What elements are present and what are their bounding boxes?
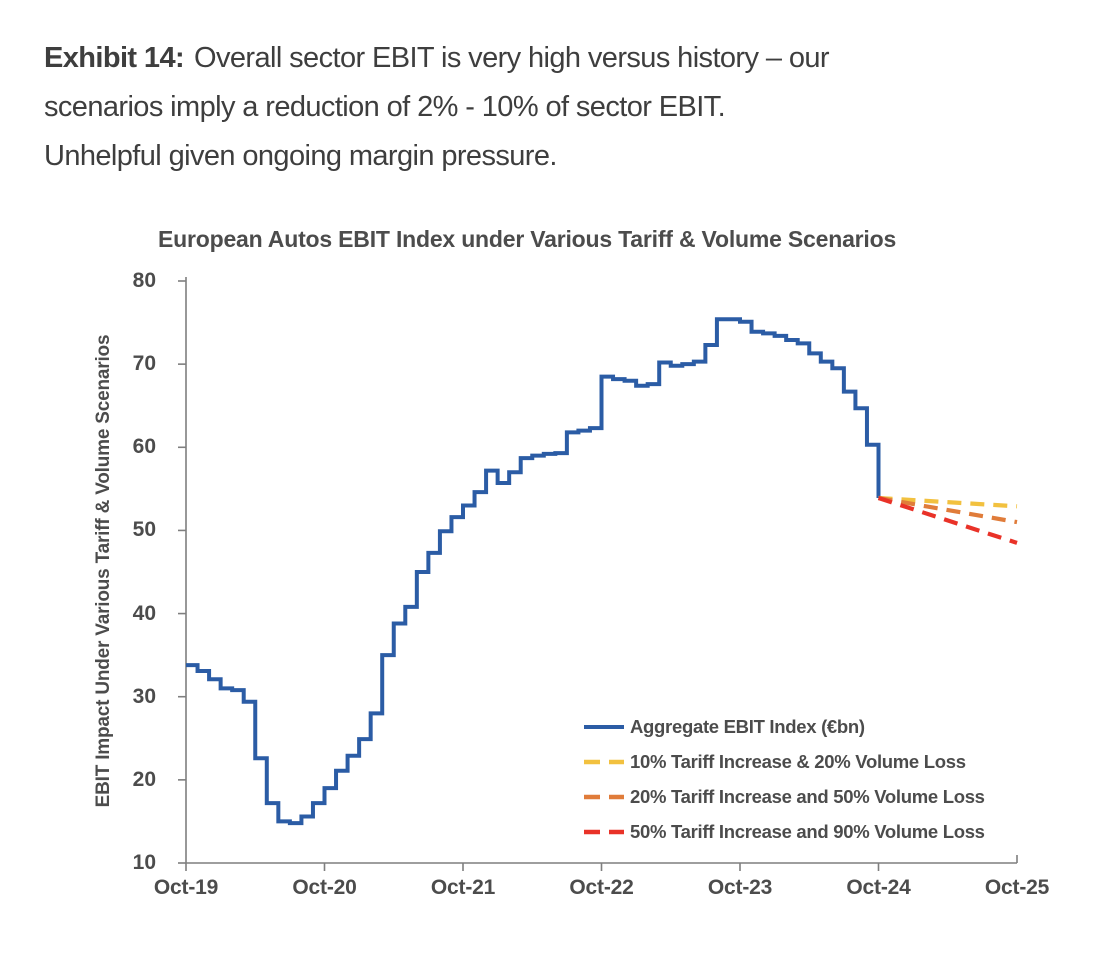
y-tick-label-50: 50 [132, 518, 156, 542]
legend-dashed-line-swatch [584, 794, 624, 800]
caption-line-1: Exhibit 14: Overall sector EBIT is very h… [44, 34, 830, 83]
legend-item-2: 20% Tariff Increase and 50% Volume Loss [583, 784, 985, 810]
x-tick-label-1: Oct-20 [292, 876, 357, 899]
axes-lines [185, 277, 1017, 864]
legend-label: 20% Tariff Increase and 50% Volume Loss [630, 786, 985, 807]
caption-text-1: Overall sector EBIT is very high versus … [194, 42, 830, 74]
y-tick-label-60: 60 [132, 435, 156, 459]
x-tick-label-3: Oct-22 [569, 876, 634, 899]
y-tick-label-30: 30 [132, 684, 156, 708]
legend-dashed-line-swatch [584, 759, 624, 765]
exhibit-number: Exhibit 14: [44, 42, 185, 74]
x-tick-label-2: Oct-21 [430, 876, 496, 899]
legend-solid-line-swatch [584, 725, 624, 729]
y-tick-label-20: 20 [132, 767, 156, 791]
series-aggregate-ebit-line [186, 317, 881, 826]
legend-label: Aggregate EBIT Index (€bn) [630, 716, 865, 737]
x-tick-label-0: Oct-19 [153, 876, 219, 899]
y-tick-label-10: 10 [132, 851, 156, 874]
x-tick-label-4: Oct-23 [707, 876, 773, 899]
series-scenario-line-2 [878, 495, 1018, 525]
series-scenario-line-3 [877, 496, 1018, 545]
legend-dashed-line-swatch [584, 829, 624, 835]
legend-label: 50% Tariff Increase and 90% Volume Loss [630, 821, 985, 842]
x-tick-label-5: Oct-24 [846, 876, 911, 899]
y-tick-label-40: 40 [132, 601, 156, 625]
caption-line-3: Unhelpful given ongoing margin pressure. [44, 140, 557, 172]
legend-item-1: 10% Tariff Increase & 20% Volume Loss [583, 749, 966, 775]
legend-label: 10% Tariff Increase & 20% Volume Loss [630, 751, 966, 772]
caption-line-2: scenarios imply a reduction of 2% - 10% … [44, 91, 726, 123]
legend-item-3: 50% Tariff Increase and 90% Volume Loss [583, 819, 985, 845]
legend-item-0: Aggregate EBIT Index (€bn) [583, 714, 865, 740]
exhibit-caption: Exhibit 14: Overall sector EBIT is very h… [44, 34, 830, 181]
y-tick-label-70: 70 [132, 352, 156, 376]
chart-title: European Autos EBIT Index under Various … [158, 226, 897, 252]
series-scenario-line-1 [878, 495, 1018, 509]
x-tick-label-6: Oct-25 [984, 876, 1050, 899]
y-tick-label-80: 80 [132, 269, 156, 292]
